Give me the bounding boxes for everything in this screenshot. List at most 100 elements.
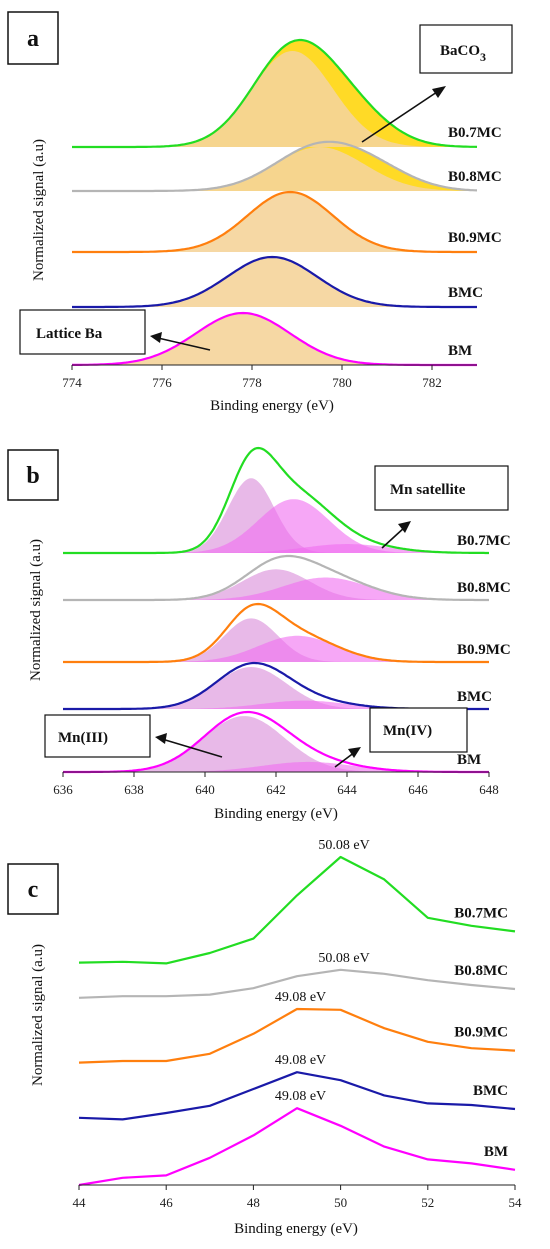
b-tick-label-638: 638 xyxy=(124,782,144,797)
a-series-line-b0-8mc xyxy=(72,140,478,193)
b-tick-label-642: 642 xyxy=(266,782,286,797)
c-letter-box xyxy=(7,863,59,915)
a-fills xyxy=(72,40,477,365)
b-component-fill-bmc-0 xyxy=(63,667,489,709)
a-series-line-b0-7mc xyxy=(72,38,478,149)
b-y-label: Normalized signal (a.u) xyxy=(28,539,44,681)
b-mn4-box xyxy=(369,707,468,753)
b-series-label-bmc: BMC xyxy=(457,689,492,705)
b-component-fill-b0-7mc-1 xyxy=(63,499,489,553)
b-component-fill-b0-8mc-1 xyxy=(63,577,489,600)
b-mn4-arrow xyxy=(334,751,356,768)
a-tick-label-782: 782 xyxy=(422,375,442,390)
panel-c: 44 46 48 50 52 54 Binding energy (eV) Normali… xyxy=(7,838,523,1237)
b-satellite-box xyxy=(374,465,509,511)
b-mn3-box xyxy=(44,714,151,758)
b-series-label-b0-9mc: B0.9MC xyxy=(457,642,511,658)
b-panel-letter: b xyxy=(26,463,39,489)
b-series-line-b0-7mc xyxy=(63,446,489,555)
b-satellite-arrow xyxy=(381,526,406,549)
a-series-labels: BM BMC B0.9MC B0.8MC B0.7MC xyxy=(448,125,502,359)
c-y-label: Normalized signal (a.u) xyxy=(30,944,46,1086)
a-lattice-fill-b0-7mc xyxy=(72,51,477,147)
a-tick-label-776: 776 xyxy=(152,375,172,390)
c-x-label: Binding energy (eV) xyxy=(234,1221,358,1237)
c-series-label-bmc: BMC xyxy=(473,1083,508,1099)
b-series-label-b0-7mc: B0.7MC xyxy=(457,533,511,549)
a-baco3-arrow xyxy=(361,89,441,143)
c-peak-label-b0-9mc: 49.08 eV xyxy=(275,990,326,1005)
a-lattice-fill-bmc xyxy=(72,257,477,307)
c-series-label-b0-7mc: B0.7MC xyxy=(454,905,508,921)
a-lattice-fill-b0-8mc xyxy=(72,147,477,191)
b-series-labels: BM BMC B0.9MC B0.8MC B0.7MC xyxy=(457,533,511,768)
b-tick-label-646: 646 xyxy=(408,782,428,797)
c-tick-label-50: 50 xyxy=(334,1195,347,1210)
b-mn3-arrow xyxy=(161,738,223,758)
b-series-line-b0-9mc xyxy=(63,602,489,664)
b-component-fill-bmc-1 xyxy=(63,700,489,709)
c-series-line-b0-8mc xyxy=(78,968,516,999)
b-component-fill-bm-0 xyxy=(63,716,489,772)
a-baco3-arrowhead xyxy=(432,86,446,98)
c-ticks: 44 46 48 50 52 54 xyxy=(73,1185,523,1210)
a-series-label-b0-7mc: B0.7MC xyxy=(448,125,502,141)
b-tick-label-640: 640 xyxy=(195,782,215,797)
b-tick-label-648: 648 xyxy=(479,782,499,797)
b-component-fill-b0-9mc-1 xyxy=(63,635,489,662)
a-lattice-fill-b0-9mc xyxy=(72,192,477,252)
b-letter-box xyxy=(7,449,59,501)
a-series-label-bmc: BMC xyxy=(448,285,483,301)
a-lattice-label: Lattice Ba xyxy=(36,326,103,342)
c-peak-label-b0-7mc: 50.08 eV xyxy=(318,838,369,853)
b-mn3-label: Mn(III) xyxy=(58,730,108,746)
c-series-label-bm: BM xyxy=(484,1144,508,1160)
b-series-label-bm: BM xyxy=(457,752,481,768)
b-series-line-b0-8mc xyxy=(63,554,489,602)
b-ticks: 636 638 640 642 644 646 648 xyxy=(53,772,499,797)
a-lattice-arrowhead xyxy=(150,332,162,343)
a-baco3-box xyxy=(419,24,513,74)
a-tick-label-774: 774 xyxy=(62,375,82,390)
panel-a: 774 776 778 780 782 Binding energy (eV) Norm… xyxy=(7,11,513,414)
c-series-label-b0-9mc: B0.9MC xyxy=(454,1025,508,1041)
c-lines xyxy=(78,855,516,1187)
a-y-label: Normalized signal (a.u) xyxy=(31,139,47,281)
a-baco3-label: BaCO3 xyxy=(440,43,486,64)
c-series-labels: BM BMC B0.9MC B0.8MC B0.7MC xyxy=(454,905,508,1159)
a-series-label-b0-9mc: B0.9MC xyxy=(448,230,502,246)
b-series-label-b0-8mc: B0.8MC xyxy=(457,580,511,596)
b-satellite-arrowhead xyxy=(398,521,411,533)
c-series-line-bm xyxy=(78,1107,516,1187)
a-lattice-box xyxy=(19,309,146,355)
a-tick-label-780: 780 xyxy=(332,375,352,390)
a-lattice-arrow xyxy=(157,337,211,351)
c-peak-label-b0-8mc: 50.08 eV xyxy=(318,951,369,966)
a-ticks: 774 776 778 780 782 xyxy=(62,365,442,390)
c-peak-label-bm: 49.08 eV xyxy=(275,1089,326,1104)
a-series-label-bm: BM xyxy=(448,343,472,359)
a-baco3-main: BaCO xyxy=(440,43,480,59)
a-baco3-sub: 3 xyxy=(480,50,486,64)
b-tick-label-636: 636 xyxy=(53,782,73,797)
c-series-label-b0-8mc: B0.8MC xyxy=(454,963,508,979)
b-mn4-arrowhead xyxy=(348,747,361,758)
c-series-line-b0-9mc xyxy=(78,1007,516,1064)
b-component-fill-b0-8mc-0 xyxy=(63,569,489,600)
a-tick-label-778: 778 xyxy=(242,375,262,390)
c-series-line-bmc xyxy=(78,1071,516,1121)
c-peak-label-bmc: 49.08 eV xyxy=(275,1053,326,1068)
c-tick-label-46: 46 xyxy=(160,1195,174,1210)
b-x-label: Binding energy (eV) xyxy=(214,806,338,822)
a-x-label: Binding energy (eV) xyxy=(210,398,334,414)
c-series-line-b0-7mc xyxy=(78,855,516,965)
a-series-label-b0-8mc: B0.8MC xyxy=(448,169,502,185)
c-peak-labels: 49.08 eV 49.08 eV 49.08 eV 50.08 eV 50.08 eV xyxy=(275,838,370,1104)
b-satellite-label: Mn satellite xyxy=(390,482,466,498)
a-lattice-fill-bm xyxy=(72,313,477,365)
a-series-line-bmc xyxy=(72,255,477,309)
a-letter-box xyxy=(7,11,59,65)
b-series-line-bm xyxy=(63,710,489,774)
c-tick-label-54: 54 xyxy=(509,1195,523,1210)
